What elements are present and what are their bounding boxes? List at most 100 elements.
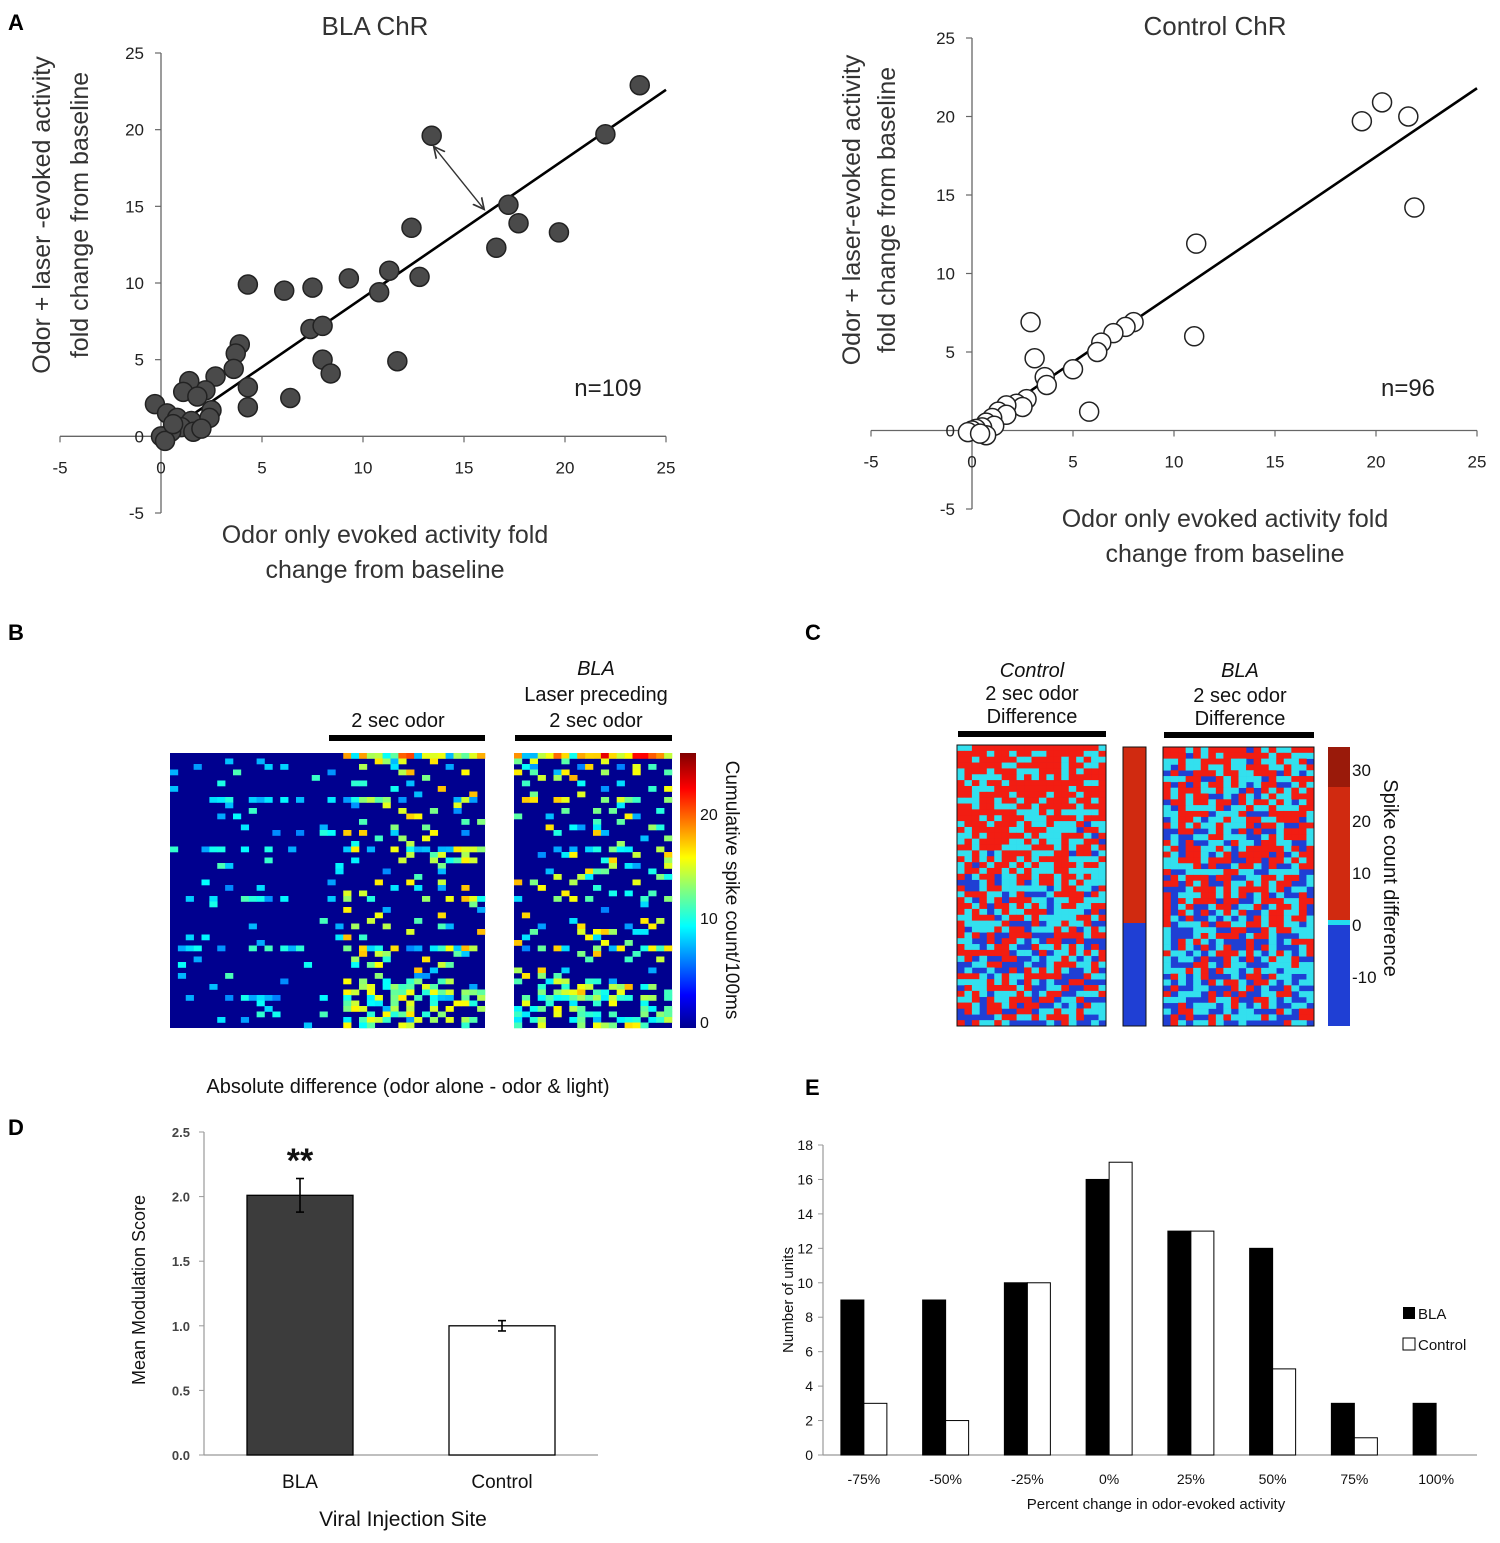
heatmap-cell xyxy=(1246,799,1254,806)
heatmap-cell xyxy=(569,753,578,759)
heatmap-cell xyxy=(1230,770,1239,777)
heatmap-cell xyxy=(1261,747,1269,754)
heatmap-cell xyxy=(327,797,336,803)
heatmap-cell xyxy=(1261,764,1269,771)
heatmap-cell xyxy=(1193,927,1202,934)
heatmap-cell xyxy=(1053,967,1062,974)
heatmap-cell xyxy=(1178,944,1186,951)
heatmap-cell xyxy=(1098,750,1107,758)
heatmap-cell xyxy=(382,753,391,759)
heatmap-cell xyxy=(1098,973,1107,980)
heatmap-cell xyxy=(1283,857,1292,864)
colorbar-c-tick-neg10: -10 xyxy=(1352,968,1377,987)
heatmap-cell xyxy=(445,978,454,985)
heatmap-cell xyxy=(1098,791,1107,798)
heatmap-cell xyxy=(461,1017,470,1023)
scatter-control-ylabel-2: fold change from baseline xyxy=(873,67,901,353)
heatmap-cell xyxy=(398,758,407,765)
heatmap-cell xyxy=(1038,867,1047,875)
colorbar-c-right-blue xyxy=(1328,923,1350,1026)
heatmap-cell xyxy=(1163,851,1171,858)
heatmap-cell xyxy=(1178,764,1186,771)
heatmap-cell xyxy=(1046,768,1055,775)
heatmap-cell xyxy=(593,945,602,952)
heatmap-cell xyxy=(1230,880,1239,887)
heatmap-cell xyxy=(1261,886,1269,893)
heatmap-cell xyxy=(1283,915,1292,922)
heatmap-cell xyxy=(1016,844,1025,851)
heatmap-frame xyxy=(956,744,1107,1027)
heatmap-cell xyxy=(545,1000,554,1007)
heatmap-cell xyxy=(1261,898,1269,905)
heatmap-cell xyxy=(1038,768,1047,775)
heatmap-cell xyxy=(994,1002,1002,1009)
heatmap-cell xyxy=(1061,844,1070,851)
heatmap-cell xyxy=(545,824,554,831)
heatmap-cell xyxy=(170,769,179,776)
heatmap-cell xyxy=(971,768,980,775)
heatmap-cell xyxy=(1046,996,1055,1003)
heatmap-cell xyxy=(1061,756,1070,763)
heatmap-cell xyxy=(964,1002,973,1009)
bar-e-control-bar xyxy=(1353,1437,1378,1456)
heatmap-cell xyxy=(1016,879,1025,886)
heatmap-cell xyxy=(1038,885,1047,892)
colorbar-c-right-dark xyxy=(1328,747,1350,787)
heatmap-cell xyxy=(964,967,973,974)
heatmap-cell xyxy=(1061,797,1070,804)
panel-label-d: D xyxy=(8,1115,24,1140)
heatmap-cell xyxy=(1208,979,1217,986)
heatmap-cell xyxy=(1178,793,1186,800)
heatmap-cell xyxy=(1291,845,1300,852)
heatmap-cell xyxy=(986,803,995,810)
heatmap-cell xyxy=(366,989,376,996)
heatmap-cell xyxy=(343,753,352,759)
heatmap-cell xyxy=(1283,985,1292,992)
heatmap-cell xyxy=(1076,815,1084,822)
heatmap-cell xyxy=(656,846,665,853)
heatmap-cell xyxy=(1276,752,1285,759)
heatmap-cell xyxy=(1291,1020,1300,1027)
heatmap-cell xyxy=(1038,780,1047,787)
heatmap-cell xyxy=(1091,791,1099,798)
heatmap-cell xyxy=(1253,979,1262,986)
heatmap-cell xyxy=(248,923,257,930)
heatmap-cell xyxy=(1009,903,1017,910)
scatter-control-point xyxy=(1351,110,1373,132)
scatter-bla-xlabel-2: change from baseline xyxy=(265,556,504,584)
scatter-bla-point xyxy=(421,125,442,147)
heatmap-cell xyxy=(979,768,988,775)
heatmap-cell xyxy=(366,984,376,990)
heatmap-cell xyxy=(1193,810,1202,818)
heatmap-cell xyxy=(1091,908,1099,916)
heatmap-cell xyxy=(994,774,1002,781)
heatmap-cell xyxy=(1246,770,1254,777)
heatmap-cell xyxy=(971,920,980,927)
heatmap-cell xyxy=(406,989,415,996)
heatmap-cell xyxy=(1098,1008,1107,1015)
heatmap-cell xyxy=(656,824,665,831)
heatmap-cell xyxy=(1268,1014,1277,1021)
heatmap-cell xyxy=(971,949,980,957)
heatmap-cell xyxy=(1016,996,1025,1003)
bar-e-category-label: 50% xyxy=(1259,1471,1287,1487)
heatmap-cell xyxy=(1038,821,1047,828)
heatmap-cell xyxy=(964,826,973,834)
heatmap-cell xyxy=(248,995,257,1001)
heatmap-cell xyxy=(640,1006,649,1012)
heatmap-cell xyxy=(1230,834,1239,841)
heatmap-cell xyxy=(1193,781,1202,788)
legend-control-swatch xyxy=(1402,1337,1416,1351)
heatmap-cell xyxy=(366,1011,376,1018)
heatmap-cell xyxy=(1283,869,1292,876)
heatmap-cell xyxy=(994,803,1002,810)
heatmap-cell xyxy=(1253,921,1262,928)
heatmap-cell xyxy=(1061,996,1070,1003)
scatter-control-ytick-label: 20 xyxy=(936,108,955,127)
heatmap-cell xyxy=(1038,949,1047,957)
heatmap-cell xyxy=(1238,927,1247,934)
heatmap-cell xyxy=(971,891,980,898)
heatmap-cell xyxy=(1276,1008,1285,1015)
heatmap-cell xyxy=(957,944,965,951)
heatmap-cell xyxy=(1283,828,1292,835)
